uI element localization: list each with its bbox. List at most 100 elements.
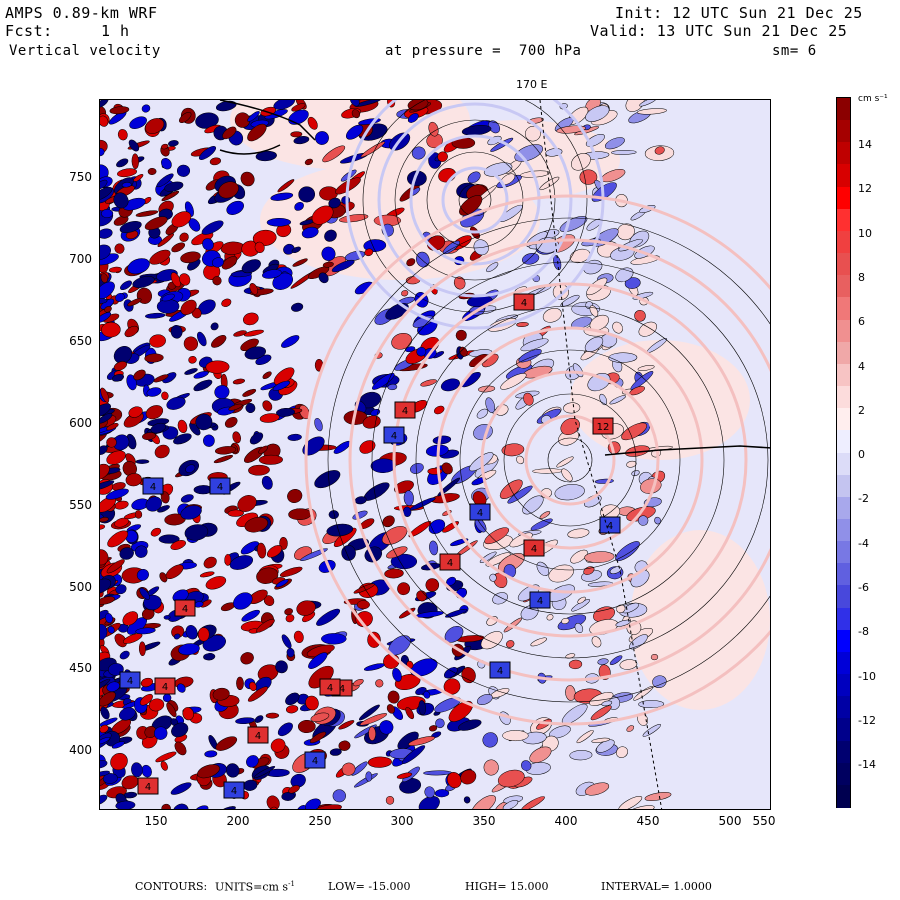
contour-cell xyxy=(523,392,534,406)
contour-label-text: 4 xyxy=(182,604,188,615)
contour-cell xyxy=(161,293,175,302)
contour-cell xyxy=(314,417,323,432)
contour-cell xyxy=(482,732,498,748)
contour-cell xyxy=(156,173,174,188)
contour-cell xyxy=(283,243,295,255)
contour-cell xyxy=(109,106,130,115)
contour-cell xyxy=(473,239,489,256)
contour-cell xyxy=(253,765,276,779)
contour-cell xyxy=(458,719,482,731)
contour-cell xyxy=(637,365,655,371)
contour-cell xyxy=(392,668,402,682)
contour-cell xyxy=(351,761,368,776)
colorbar-label: 6 xyxy=(858,315,865,329)
contour-cell xyxy=(113,215,129,226)
y-tick: 400 xyxy=(69,743,92,757)
contour-cell xyxy=(195,413,213,431)
contour-cell xyxy=(244,346,266,360)
contour-label-box xyxy=(383,426,405,444)
contour-cell xyxy=(518,349,542,363)
contour-cell xyxy=(520,338,549,352)
contour-cell xyxy=(134,545,148,558)
contour-cell xyxy=(279,566,303,577)
contour-cell xyxy=(122,633,143,644)
contour-cell xyxy=(245,402,256,414)
contour-cell xyxy=(644,792,672,801)
contour-cell xyxy=(387,383,398,391)
contour-cell xyxy=(102,773,118,784)
colorbar-label: -8 xyxy=(858,625,869,639)
contour-cell xyxy=(287,489,303,503)
contour-cell xyxy=(322,145,346,163)
contour-cell xyxy=(160,761,168,771)
field-patch xyxy=(630,530,770,710)
contour-cell xyxy=(161,143,169,150)
contour-cell xyxy=(634,309,646,322)
contour-cell xyxy=(294,201,304,211)
contour-cell xyxy=(443,678,461,695)
contour-cell xyxy=(259,413,280,423)
contour-cell xyxy=(293,136,310,145)
contour-cell xyxy=(288,785,300,794)
contour-cell xyxy=(176,164,191,177)
contour-cell xyxy=(146,387,162,397)
contour-cell xyxy=(100,387,110,403)
contour-cell xyxy=(638,515,649,526)
contour-cell xyxy=(145,118,165,134)
contour-cell xyxy=(185,464,196,474)
contour-cell xyxy=(285,692,300,706)
meridian-label: 170 E xyxy=(516,78,548,91)
contour-cell xyxy=(356,600,370,610)
contour-cell xyxy=(626,460,637,468)
coastline-east xyxy=(604,445,770,456)
contour-cell xyxy=(100,578,112,594)
contour-cell xyxy=(106,450,126,465)
contour-cell xyxy=(275,660,288,674)
contour-cell xyxy=(178,643,200,656)
contour-cell xyxy=(591,737,610,743)
contour-cell xyxy=(133,369,146,381)
contour-cell xyxy=(100,186,113,201)
contour-cell xyxy=(183,336,199,351)
contour-cell xyxy=(170,782,192,795)
contour-cell xyxy=(275,579,289,588)
contour-cell xyxy=(138,641,146,657)
contour-cell xyxy=(379,720,394,735)
contour-cell xyxy=(131,153,139,170)
contour-cell xyxy=(437,151,448,162)
wave-rings xyxy=(304,100,770,726)
contour-cell xyxy=(203,653,216,661)
contour-cell xyxy=(266,218,292,227)
contour-cell xyxy=(203,434,215,447)
contour-cell xyxy=(539,176,560,191)
colorbar-label: 8 xyxy=(858,270,865,284)
contour-cell xyxy=(144,216,168,230)
contour-cell xyxy=(384,568,404,579)
contour-cell xyxy=(497,769,525,788)
contour-cell xyxy=(157,505,170,513)
contour-cell xyxy=(233,592,253,610)
contour-cell xyxy=(106,681,120,692)
contour-cell xyxy=(112,373,124,382)
contour-cell xyxy=(554,484,585,501)
contour-cell xyxy=(424,786,435,799)
contour-cell xyxy=(355,611,373,628)
colorbar-segment xyxy=(837,696,850,719)
contour-cell xyxy=(287,433,302,441)
contour-cell xyxy=(328,197,341,209)
contour-cell xyxy=(339,214,369,223)
colorbar-segment xyxy=(837,120,850,143)
x-tick: 300 xyxy=(390,814,414,828)
wave-ring xyxy=(459,349,681,571)
contour-cell xyxy=(246,755,259,768)
contour-cell xyxy=(418,700,426,716)
colorbar-segment xyxy=(837,98,850,121)
contour-cell xyxy=(281,335,300,348)
contour-cell xyxy=(480,631,503,650)
contour-cell xyxy=(584,782,610,796)
model-title: AMPS 0.89-km WRF xyxy=(5,4,158,22)
contour-cell xyxy=(318,272,329,284)
contour-cell xyxy=(459,346,468,357)
contour-cell xyxy=(270,192,294,201)
contour-cell xyxy=(522,495,544,515)
